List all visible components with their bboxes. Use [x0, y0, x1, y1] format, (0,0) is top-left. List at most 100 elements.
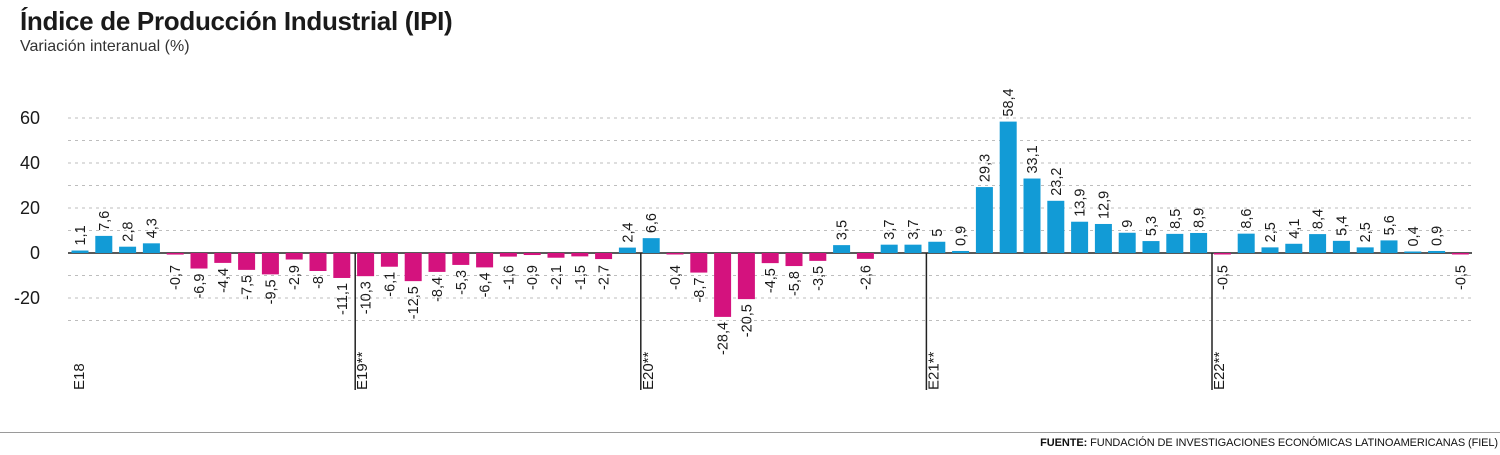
bar-value-label: -0,5	[1215, 265, 1231, 290]
bar	[666, 253, 684, 255]
bar-value-label: -0,4	[668, 265, 684, 290]
bar-value-label: 2,5	[1358, 222, 1374, 242]
bar	[714, 253, 732, 317]
bar	[595, 253, 613, 260]
bar-value-label: 3,7	[906, 220, 922, 240]
bar-value-label: -6,4	[478, 272, 494, 297]
bar	[1309, 234, 1327, 253]
y-tick-label: -20	[14, 288, 40, 308]
bar	[1451, 253, 1469, 255]
bar	[214, 253, 232, 263]
footer-divider	[0, 432, 1500, 433]
bar	[1094, 223, 1112, 253]
bar	[1380, 240, 1398, 253]
bar-value-label: 6,6	[644, 213, 660, 233]
bar-value-label: -3,5	[811, 266, 827, 291]
bar-value-label: -12,5	[406, 286, 422, 319]
bar	[1356, 247, 1374, 253]
bar	[856, 253, 874, 259]
bar-value-label: 29,3	[977, 154, 993, 182]
bar	[1237, 233, 1255, 253]
bar-value-label: -0,7	[168, 265, 184, 290]
bar-value-label: -2,6	[858, 265, 874, 290]
bar-value-label: 23,2	[1049, 168, 1065, 196]
bar	[142, 243, 160, 253]
bar	[833, 245, 851, 253]
bar	[1332, 240, 1350, 253]
year-marker-label: E18	[71, 363, 88, 390]
bar-value-label: -8	[311, 276, 327, 289]
bar	[642, 238, 660, 253]
bar	[71, 250, 89, 253]
bar-value-label: 12,9	[1096, 191, 1112, 219]
bar-value-label: 5,4	[1334, 216, 1350, 236]
year-marker-label: E21**	[925, 351, 942, 390]
bar	[1118, 232, 1136, 253]
bar-value-label: -10,3	[359, 281, 375, 314]
y-tick-label: 20	[20, 198, 40, 218]
bar	[1285, 243, 1303, 253]
bar-value-label: 13,9	[1073, 188, 1089, 216]
bar-value-label: -20,5	[739, 304, 755, 337]
bar	[238, 253, 256, 270]
bar	[166, 253, 184, 255]
source-text: FUNDACIÓN DE INVESTIGACIONES ECONÓMICAS …	[1090, 437, 1498, 449]
bar-value-label: 5	[930, 229, 946, 237]
bar-value-label: 2,5	[1263, 222, 1279, 242]
bar	[452, 253, 470, 265]
bar-value-label: 5,3	[1144, 216, 1160, 236]
bar-value-label: 0,9	[1430, 226, 1446, 246]
bar	[1142, 241, 1160, 253]
year-marker-label: E22**	[1211, 351, 1228, 390]
bar	[737, 253, 755, 300]
bar	[380, 253, 398, 267]
bar-value-label: 1,1	[73, 225, 89, 245]
bar-value-label: -5,3	[454, 270, 470, 295]
bar	[1023, 178, 1041, 253]
bar	[571, 253, 589, 257]
bar	[1047, 200, 1065, 253]
bar	[618, 247, 636, 253]
bar-value-label: 3,5	[835, 220, 851, 240]
bar-value-label: 7,6	[97, 211, 113, 231]
bar	[1071, 221, 1089, 253]
bar	[476, 253, 494, 268]
bar-value-label: 58,4	[1001, 88, 1017, 116]
bar	[119, 246, 137, 253]
bar	[190, 253, 208, 269]
y-tick-label: 40	[20, 153, 40, 173]
bar-value-label: -28,4	[716, 322, 732, 355]
bar-value-label: 8,5	[1168, 209, 1184, 229]
bar	[952, 250, 970, 253]
bar-value-label: 8,9	[1192, 208, 1208, 228]
y-tick-label: 60	[20, 108, 40, 128]
bar	[928, 241, 946, 253]
bar-value-label: -2,1	[549, 265, 565, 290]
bar-value-label: -0,9	[525, 265, 541, 290]
bar	[499, 253, 517, 257]
bar-value-label: 5,6	[1382, 215, 1398, 235]
bar	[523, 253, 541, 256]
bar-chart: 60 40 20 0 -20 E18 E19** E20** E21** E22** 1,1 7,6 2…	[14, 88, 1472, 390]
year-marker-label: E20**	[640, 351, 657, 390]
bar-value-label: -8,7	[692, 278, 708, 303]
bar-value-label: -0,5	[1453, 265, 1469, 290]
bar-value-label: -2,9	[287, 265, 303, 290]
bar-value-label: 0,9	[954, 226, 970, 246]
source-label: FUENTE:	[1040, 437, 1088, 449]
bar-value-label: -4,4	[216, 268, 232, 293]
bar-value-label: -6,1	[382, 272, 398, 297]
bar-value-label: -9,5	[263, 279, 279, 304]
bar	[785, 253, 803, 267]
bar	[428, 253, 446, 272]
bar-value-label: 4,3	[144, 218, 160, 238]
bar	[547, 253, 565, 258]
bar	[809, 253, 827, 261]
bar	[1428, 250, 1446, 253]
y-tick-label: 0	[30, 243, 40, 263]
bar	[975, 187, 993, 253]
bar	[261, 253, 279, 275]
bar-value-label: 8,4	[1311, 209, 1327, 229]
bar	[999, 121, 1017, 253]
chart-subtitle: Variación interanual (%)	[20, 38, 190, 55]
